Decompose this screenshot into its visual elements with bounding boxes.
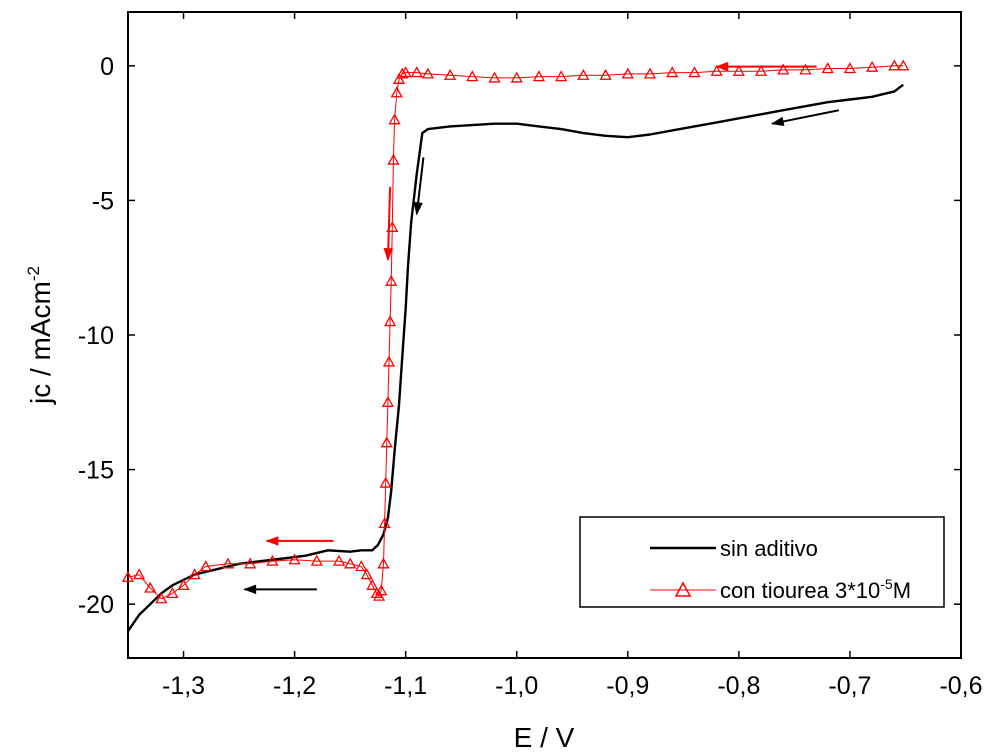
- series-point-1: [133, 568, 146, 580]
- series-point-1: [199, 560, 212, 572]
- series-point-1: [384, 315, 397, 327]
- series-point-1: [155, 592, 168, 604]
- x-tick-label: -1,2: [273, 672, 316, 700]
- series-point-1: [266, 554, 279, 566]
- series-point-1: [381, 395, 395, 407]
- series-point-1: [390, 86, 403, 98]
- annotation-arrow-head: [265, 536, 279, 546]
- series-point-1: [443, 68, 457, 80]
- legend-label-con-tiourea-exponent: -5: [880, 576, 893, 592]
- series-line-0: [127, 83, 904, 632]
- annotation-arrow-head: [383, 247, 393, 262]
- series-point-1: [643, 67, 657, 79]
- series-point-1: [777, 63, 790, 75]
- y-tick-label: 0: [100, 53, 114, 81]
- series-point-1: [688, 66, 701, 78]
- series-point-1: [488, 71, 501, 83]
- series-point-1: [754, 64, 768, 76]
- x-tick-label: -1,0: [495, 672, 538, 700]
- series-point-1: [392, 72, 406, 84]
- series-point-1: [410, 66, 423, 78]
- series-point-1: [360, 568, 373, 580]
- legend-label-con-tiourea: con tiourea 3*10-5M: [720, 576, 911, 603]
- y-tick-label: -10: [78, 322, 114, 350]
- series-point-1: [378, 517, 391, 529]
- annotation-arrow-shaft: [386, 186, 392, 260]
- series-point-1: [421, 67, 434, 79]
- series-point-1: [310, 554, 323, 566]
- series-point-1: [399, 66, 412, 78]
- series-point-1: [710, 64, 723, 76]
- series-point-1: [888, 59, 901, 71]
- x-tick-label: -1,3: [162, 672, 205, 700]
- x-tick-label: -0,6: [939, 672, 982, 700]
- plot-area: -1,3 -1,2 -1,1 -1,0 -0,9 -0,8 -0,7 -0,6 0 -5 -10 -…: [78, 11, 983, 700]
- series-point-1: [385, 274, 398, 286]
- series-point-1: [166, 587, 179, 599]
- y-axis-title-main: jc / mAcm: [25, 281, 56, 405]
- x-axis-ticks: -1,3 -1,2 -1,1 -1,0 -0,9 -0,8 -0,7 -0,6: [162, 12, 983, 700]
- x-tick-label: -0,7: [828, 672, 871, 700]
- y-tick-label: -5: [92, 187, 114, 215]
- y-tick-label: -20: [78, 591, 114, 619]
- x-tick-label: -0,8: [717, 672, 760, 700]
- series-point-1: [599, 68, 612, 80]
- x-tick-label: -0,9: [606, 672, 649, 700]
- x-tick-label: -1,1: [384, 672, 427, 700]
- series-point-1: [843, 62, 857, 74]
- legend-label-con-tiourea-main: con tiourea 3*10: [720, 578, 880, 603]
- series-point-1: [244, 557, 257, 569]
- annotation-arrow-head: [243, 584, 257, 595]
- y-axis-title: jc / mAcm-2: [24, 266, 56, 405]
- series-point-1: [121, 570, 135, 582]
- series-point-1: [510, 71, 523, 83]
- series-point-1: [188, 568, 201, 580]
- series-point-1: [355, 560, 368, 572]
- annotation-arrow-head: [770, 116, 785, 127]
- series-point-1: [377, 557, 390, 569]
- legend-label-sin-aditivo: sin aditivo: [720, 536, 818, 561]
- series-point-1: [387, 153, 400, 165]
- series-point-1: [821, 62, 834, 74]
- series-point-1: [799, 63, 812, 75]
- series-point-1: [332, 554, 346, 566]
- series-point-1: [344, 557, 357, 569]
- series-point-1: [144, 581, 157, 593]
- series-point-1: [532, 70, 546, 82]
- series-point-1: [396, 67, 409, 79]
- series-point-1: [366, 578, 379, 590]
- annotation-arrow-head: [715, 61, 729, 72]
- series-point-1: [177, 578, 190, 590]
- legend-label-con-tiourea-unit: M: [893, 578, 911, 603]
- legend: sin aditivo con tiourea 3*10-5M: [579, 516, 945, 608]
- annotation-arrow-head: [413, 201, 423, 216]
- series-point-1: [666, 66, 679, 78]
- series-point-1: [897, 59, 910, 71]
- annotation-arrows: [243, 61, 840, 595]
- series-point-1: [866, 60, 879, 72]
- y-axis-ticks: 0 -5 -10 -15 -20: [78, 53, 961, 619]
- series-point-1: [379, 476, 392, 488]
- legend-box: [579, 516, 945, 608]
- y-axis-title-superscript: -2: [24, 266, 43, 281]
- series-point-1: [221, 557, 235, 569]
- series-point-1: [466, 70, 479, 82]
- x-axis-title: E / V: [514, 722, 575, 753]
- y-tick-label: -15: [78, 457, 114, 485]
- series-point-1: [555, 70, 568, 82]
- legend-marker-triangle: [674, 581, 692, 597]
- series-point-1: [370, 587, 383, 599]
- series-point-1: [577, 68, 590, 80]
- series-point-1: [388, 113, 401, 125]
- series-point-1: [621, 67, 634, 79]
- series-point-1: [732, 64, 745, 76]
- series-point-1: [382, 355, 396, 367]
- series-point-1: [288, 553, 301, 565]
- series-point-1: [380, 436, 393, 448]
- series-layer: [121, 59, 910, 632]
